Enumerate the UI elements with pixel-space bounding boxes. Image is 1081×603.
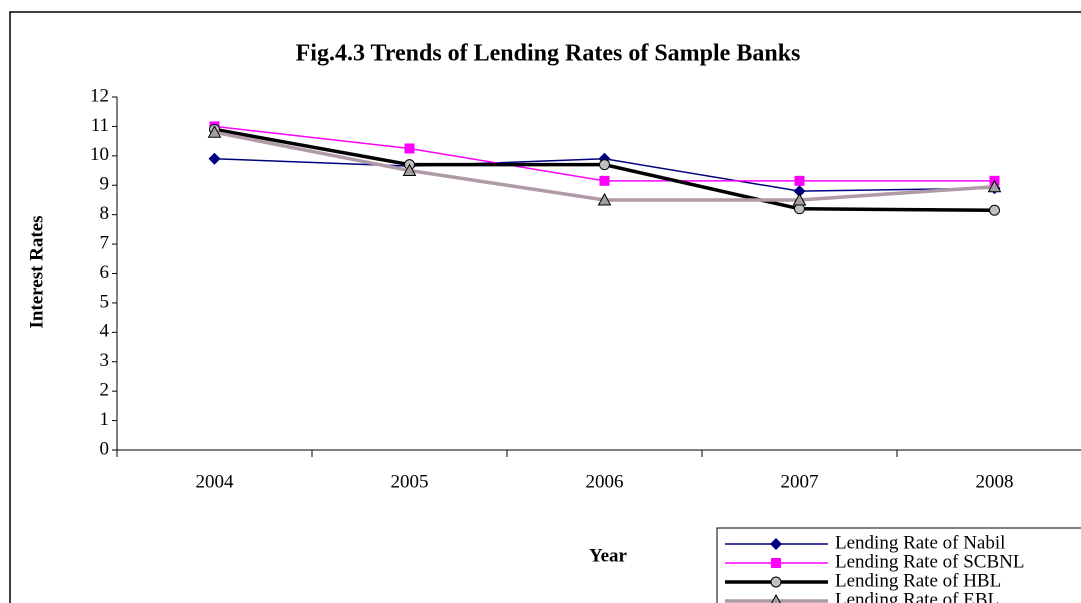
- y-tick-label: 1: [100, 409, 110, 430]
- y-tick-label: 4: [100, 321, 110, 342]
- x-tick-label: 2005: [391, 471, 429, 492]
- x-tick-label: 2006: [586, 471, 624, 492]
- legend-label: Lending Rate of EBL: [835, 589, 999, 603]
- legend-label: Lending Rate of SCBNL: [835, 551, 1024, 572]
- marker: [207, 125, 222, 138]
- y-tick-label: 6: [100, 262, 110, 283]
- x-tick-label: 2004: [196, 471, 235, 492]
- chart-frame: [9, 11, 1081, 603]
- y-tick-label: 2: [100, 380, 110, 401]
- series: [207, 125, 1002, 206]
- marker: [402, 163, 417, 177]
- chart-title: Fig.4.3 Trends of Lending Rates of Sampl…: [296, 41, 801, 67]
- y-tick-label: 8: [100, 203, 110, 224]
- marker: [208, 152, 221, 165]
- y-tick-label: 10: [90, 144, 109, 165]
- marker: [404, 143, 415, 154]
- y-tick-label: 12: [90, 85, 109, 106]
- y-tick-label: 5: [100, 291, 110, 312]
- x-tick-label: 2008: [976, 471, 1014, 492]
- x-axis-label: Year: [589, 545, 628, 566]
- marker: [794, 175, 805, 186]
- marker: [599, 159, 610, 171]
- x-tick-label: 2007: [781, 471, 819, 492]
- marker: [989, 204, 1000, 216]
- legend-label: Lending Rate of Nabil: [835, 532, 1005, 553]
- legend-label: Lending Rate of HBL: [835, 570, 1001, 591]
- y-tick-label: 9: [100, 174, 110, 195]
- y-tick-label: 7: [100, 232, 110, 253]
- marker: [771, 593, 781, 603]
- marker: [770, 538, 782, 550]
- y-tick-label: 0: [100, 438, 110, 459]
- marker: [792, 192, 807, 206]
- y-tick-label: 3: [100, 350, 110, 371]
- marker: [793, 185, 806, 198]
- marker: [987, 179, 1002, 193]
- y-tick-label: 11: [91, 115, 109, 136]
- marker: [599, 175, 610, 186]
- marker: [597, 192, 612, 206]
- marker: [771, 558, 781, 568]
- y-axis-label: Interest Rates: [26, 215, 47, 328]
- marker: [770, 576, 782, 588]
